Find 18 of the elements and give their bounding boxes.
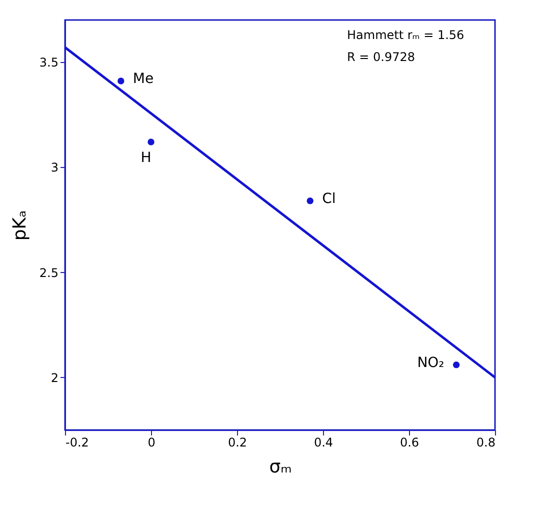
annotation: Cl	[322, 190, 336, 207]
annotation: Me	[132, 70, 154, 87]
annotation: NO₂	[417, 354, 444, 371]
x-tick-label: -0.2	[66, 436, 89, 450]
y-tick-label: 3.5	[39, 56, 58, 70]
y-tick-label: 3	[50, 160, 58, 175]
x-axis-title: σₘ	[269, 456, 292, 478]
y-tick-label: 2.5	[39, 266, 58, 280]
annotation: R = 0.9728	[347, 50, 416, 64]
x-tick-label: 0.6	[400, 436, 420, 450]
annotation: Hammett rₘ = 1.56	[347, 28, 464, 42]
y-tick-label: 2	[50, 370, 58, 385]
annotation: H	[140, 150, 152, 166]
y-axis-title: pKₐ	[9, 210, 30, 241]
x-tick-label: 0.8	[476, 436, 496, 450]
x-tick-label: 0.4	[314, 436, 334, 450]
x-tick-label: 0	[148, 436, 156, 450]
x-tick-label: 0.2	[228, 436, 248, 450]
